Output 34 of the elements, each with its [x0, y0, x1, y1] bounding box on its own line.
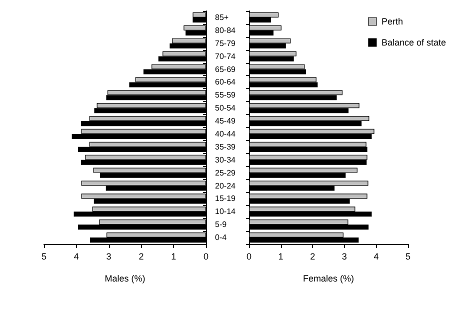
y-tick-label: 65-69 [215, 64, 236, 74]
legend-label: Balance of state [381, 38, 446, 48]
y-tick-label: 70-74 [215, 52, 236, 61]
x-tick-label: 3 [342, 252, 347, 262]
x-tick-label: 5 [405, 252, 411, 262]
y-tick-label: 10-14 [215, 207, 236, 216]
y-tick-label: 75-79 [215, 38, 236, 48]
y-tick-label: 35-39 [215, 142, 236, 152]
x-tick-label: 5 [41, 252, 47, 262]
x-tick-label: 2 [310, 252, 316, 262]
y-tick-label: 85+ [215, 12, 229, 22]
x-tick-label: 4 [74, 252, 79, 262]
y-tick-label: 60-64 [215, 78, 236, 87]
x-tick-label: 1 [171, 252, 176, 262]
y-tick-label: 5-9 [215, 220, 228, 230]
x-tick-label: 0 [246, 252, 252, 262]
y-tick-label: 15-19 [215, 194, 236, 204]
x-tick-label: 2 [138, 252, 144, 262]
x-tick-label: 0 [203, 252, 209, 262]
y-tick-label: 80-84 [215, 26, 236, 35]
x-tick-label: 3 [106, 252, 112, 262]
legend-label: Perth [381, 16, 403, 26]
x-tick-label: 4 [374, 252, 379, 262]
x-tick-label: 1 [278, 252, 284, 262]
y-tick-label: 0-4 [215, 233, 228, 242]
y-tick-label: 50-54 [215, 104, 236, 113]
y-tick-label: 30-34 [215, 155, 236, 164]
y-tick-label: 25-29 [215, 168, 236, 178]
y-tick-label: 40-44 [215, 129, 236, 138]
y-tick-label: 55-59 [215, 90, 236, 100]
x-axis-title: Males (%) [104, 274, 146, 284]
y-tick-label: 20-24 [215, 181, 236, 190]
x-axis-title: Females (%) [302, 274, 354, 284]
y-tick-label: 45-49 [215, 116, 236, 126]
